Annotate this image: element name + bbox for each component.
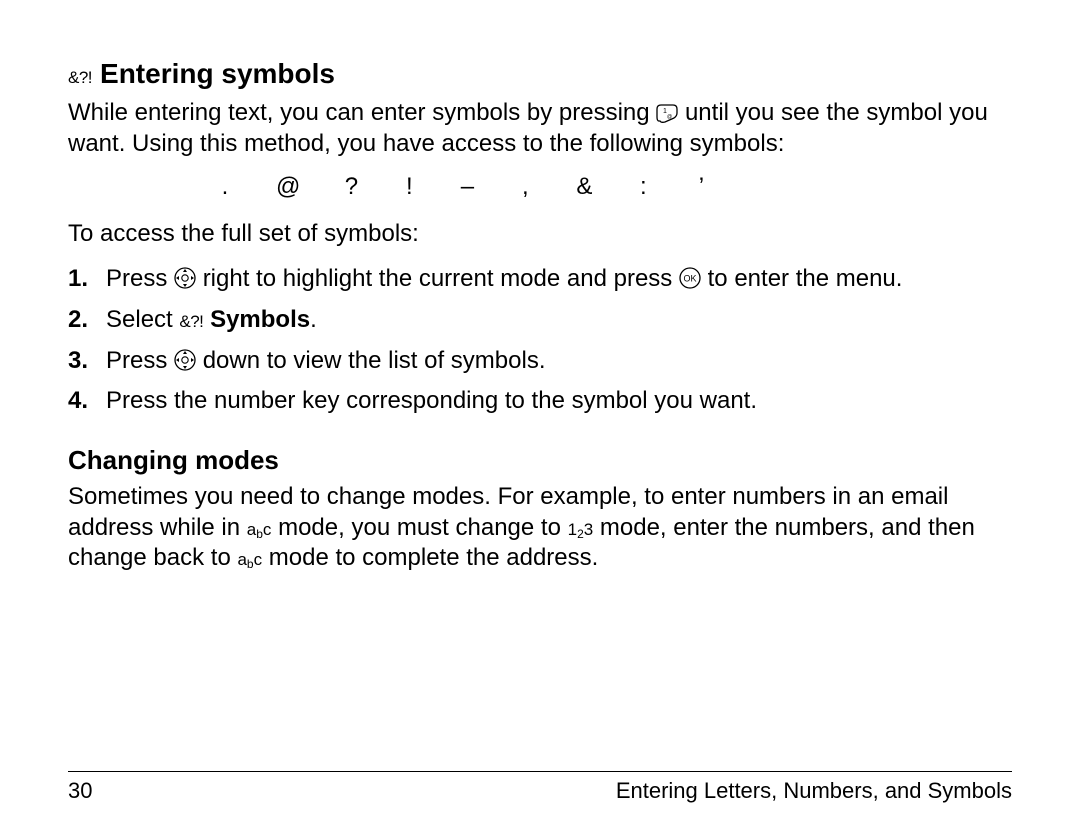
footer-rule xyxy=(68,771,1012,772)
symbols-label: Symbols xyxy=(210,306,310,333)
symbol-item: – xyxy=(460,173,474,201)
symbol-item: . xyxy=(218,173,232,201)
step-3: Press down to view the list of symbols. xyxy=(68,346,1012,377)
ok-key-icon: OK xyxy=(679,267,701,289)
step-text: Press xyxy=(106,265,174,292)
step-text: down to view the list of symbols. xyxy=(203,347,546,374)
step-text: right to highlight the current mode and … xyxy=(203,265,679,292)
access-intro: To access the full set of symbols: xyxy=(68,219,1012,250)
step-1: Press right to highlight the current mod… xyxy=(68,264,1012,295)
symbols-mode-icon: &?! xyxy=(179,312,203,331)
nav-key-icon xyxy=(174,349,196,371)
symbol-item: & xyxy=(576,173,592,201)
period: . xyxy=(310,306,317,333)
step-text: Press xyxy=(106,347,174,374)
numeric-mode-icon: 123 xyxy=(568,520,594,539)
one-key-icon: 1 @ xyxy=(656,103,678,123)
steps-list: Press right to highlight the current mod… xyxy=(68,264,1012,417)
footer-section-title: Entering Letters, Numbers, and Symbols xyxy=(616,778,1012,804)
manual-page: &?! Entering symbols While entering text… xyxy=(0,0,1080,834)
heading-text: Entering symbols xyxy=(100,58,335,90)
symbol-item: ? xyxy=(344,173,358,201)
symbol-item: : xyxy=(636,173,650,201)
svg-text:@: @ xyxy=(667,114,672,120)
symbol-item: , xyxy=(518,173,532,201)
page-number: 30 xyxy=(68,778,92,804)
heading-changing-modes: Changing modes xyxy=(68,445,1012,476)
intro-paragraph: While entering text, you can enter symbo… xyxy=(68,98,1012,159)
symbol-item: ! xyxy=(402,173,416,201)
symbol-list: . @ ? ! – , & : ’ xyxy=(68,173,1012,201)
abc-mode-icon: abc xyxy=(247,520,272,539)
changing-modes-paragraph: Sometimes you need to change modes. For … xyxy=(68,482,1012,574)
symbol-item: ’ xyxy=(694,173,708,201)
nav-key-icon xyxy=(174,267,196,289)
step-2: Select &?! Symbols. xyxy=(68,305,1012,336)
step-text: Press the number key corresponding to th… xyxy=(106,387,757,414)
p-text: mode, you must change to xyxy=(278,514,568,541)
step-4: Press the number key corresponding to th… xyxy=(68,386,1012,417)
symbols-mode-icon: &?! xyxy=(68,68,92,88)
step-text: to enter the menu. xyxy=(708,265,903,292)
symbol-item: @ xyxy=(276,173,300,201)
page-footer: 30 Entering Letters, Numbers, and Symbol… xyxy=(68,771,1012,804)
p-text: mode to complete the address. xyxy=(269,544,599,571)
svg-text:OK: OK xyxy=(683,274,696,284)
intro-text-before: While entering text, you can enter symbo… xyxy=(68,99,656,126)
step-text: Select xyxy=(106,306,179,333)
abc-mode-icon: abc xyxy=(237,550,262,569)
heading-entering-symbols: &?! Entering symbols xyxy=(68,58,1012,90)
